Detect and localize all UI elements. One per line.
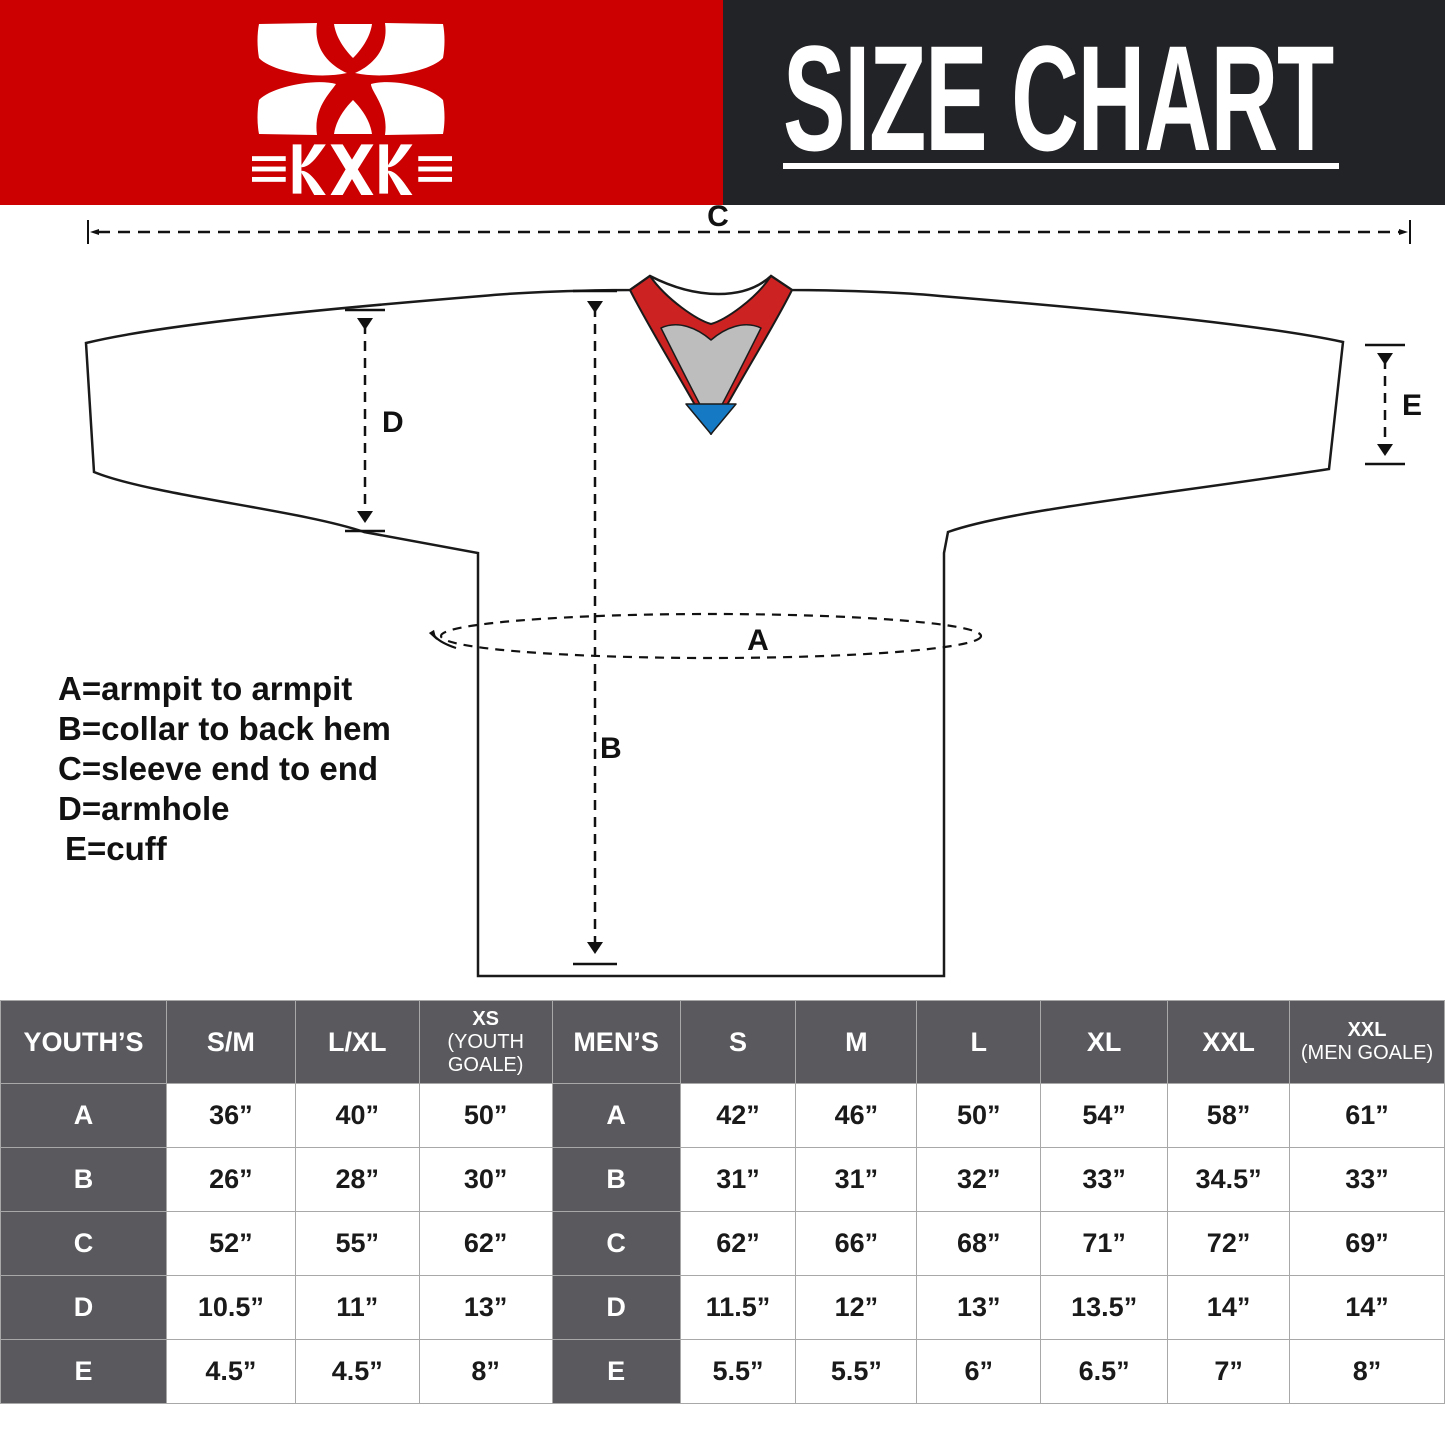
svg-text:E=cuff: E=cuff <box>65 830 168 867</box>
svg-text:D: D <box>382 406 404 439</box>
svg-text:C=sleeve end to end: C=sleeve end to end <box>58 750 378 787</box>
svg-text:A=armpit to armpit: A=armpit to armpit <box>58 670 352 707</box>
svg-text:C: C <box>707 205 729 233</box>
svg-text:A: A <box>747 624 769 657</box>
svg-text:B=collar to back hem: B=collar to back hem <box>58 710 391 747</box>
svg-text:D=armhole: D=armhole <box>58 790 229 827</box>
svg-text:B: B <box>600 732 622 765</box>
svg-text:E: E <box>1402 389 1422 422</box>
